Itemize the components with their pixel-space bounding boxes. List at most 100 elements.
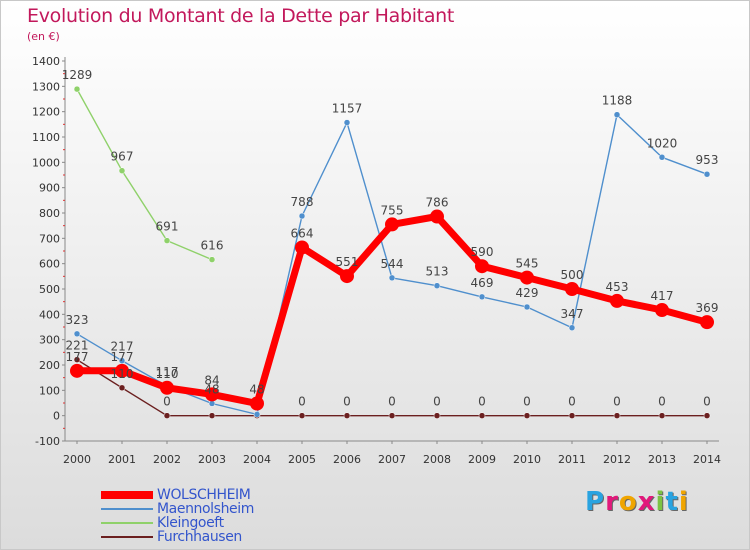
x-tick-label: 2008: [423, 453, 451, 466]
data-label-kleingoeft: 967: [111, 150, 134, 164]
y-tick-label: -100: [35, 435, 60, 448]
data-point-wolschheim: [655, 303, 669, 318]
data-label-maennolsheim: 1188: [602, 94, 633, 108]
data-point-maennolsheim: [343, 119, 351, 126]
data-label-maennolsheim: 1157: [332, 102, 363, 116]
data-point-furchhausen: [73, 356, 81, 363]
data-label-maennolsheim: 1020: [647, 136, 678, 150]
x-tick-label: 2000: [63, 453, 91, 466]
y-tick-label: 900: [39, 182, 60, 195]
data-label-maennolsheim: 544: [381, 257, 404, 271]
data-point-wolschheim: [700, 315, 714, 330]
y-tick-label: 200: [39, 359, 60, 372]
data-label-wolschheim: 545: [516, 257, 539, 271]
logo-letter: t: [665, 487, 679, 517]
data-point-furchhausen: [163, 412, 171, 419]
series-line-kleingoeft: [76, 88, 213, 261]
data-label-kleingoeft: 1289: [62, 68, 93, 82]
data-point-maennolsheim: [568, 324, 576, 332]
data-point-furchhausen: [658, 412, 666, 419]
data-point-furchhausen: [478, 412, 486, 419]
data-point-maennolsheim: [478, 293, 486, 301]
data-label-kleingoeft: 616: [201, 239, 224, 253]
data-label-wolschheim: 369: [696, 301, 719, 315]
legend-swatch-wolschheim: [101, 491, 153, 499]
chart-title: Evolution du Montant de la Dette par Hab…: [27, 5, 455, 27]
x-tick-label: 2006: [333, 453, 361, 466]
data-label-furchhausen: 0: [478, 395, 486, 409]
legend-label-furchhausen: Furchhausen: [157, 529, 242, 545]
y-tick-label: 1300: [32, 80, 60, 93]
data-point-wolschheim: [475, 259, 489, 274]
x-tick-label: 2002: [153, 453, 181, 466]
data-point-maennolsheim: [658, 154, 666, 161]
y-tick-label: 800: [39, 207, 60, 220]
x-tick-label: 2013: [648, 453, 676, 466]
x-tick-label: 2011: [558, 453, 586, 466]
data-label-kleingoeft: 691: [156, 220, 179, 234]
data-point-wolschheim: [295, 240, 309, 255]
x-tick-label: 2009: [468, 453, 496, 466]
data-label-wolschheim: 786: [426, 196, 449, 210]
y-tick-label: 1200: [32, 106, 60, 119]
x-tick-label: 2010: [513, 453, 541, 466]
chart-subtitle: (en €): [27, 30, 60, 43]
data-label-furchhausen: 0: [568, 395, 576, 409]
data-label-wolschheim: 500: [561, 268, 584, 282]
data-label-maennolsheim: 217: [111, 340, 134, 354]
data-label-wolschheim: 110: [156, 367, 179, 381]
data-point-furchhausen: [208, 412, 216, 419]
data-point-wolschheim: [610, 293, 624, 308]
legend-swatch-furchhausen: [101, 536, 153, 538]
y-tick-label: 600: [39, 258, 60, 271]
data-label-furchhausen: 0: [523, 395, 531, 409]
x-tick-label: 2005: [288, 453, 316, 466]
logo-letter: P: [585, 487, 606, 517]
legend-label-maennolsheim: Maennolsheim: [157, 501, 254, 517]
data-label-maennolsheim: 469: [471, 276, 494, 290]
data-point-maennolsheim: [298, 212, 306, 220]
data-point-furchhausen: [568, 412, 576, 419]
data-point-maennolsheim: [613, 111, 621, 118]
data-label-wolschheim: 755: [381, 203, 404, 217]
data-point-maennolsheim: [523, 303, 531, 311]
y-tick-label: 0: [53, 410, 60, 423]
data-label-furchhausen: 0: [658, 395, 666, 409]
data-label-maennolsheim: 429: [516, 286, 539, 300]
y-tick-label: 700: [39, 232, 60, 245]
data-point-maennolsheim: [73, 330, 81, 338]
y-tick-label: 1400: [32, 55, 60, 68]
data-point-furchhausen: [118, 384, 126, 392]
data-label-maennolsheim: 117: [156, 365, 179, 379]
legend-swatch-maennolsheim: [101, 508, 153, 510]
y-tick-label: 500: [39, 283, 60, 296]
data-point-kleingoeft: [208, 256, 216, 263]
data-label-maennolsheim: 953: [696, 153, 719, 167]
data-label-wolschheim: 48: [249, 383, 264, 397]
data-label-wolschheim: 453: [606, 280, 629, 294]
y-tick-label: 300: [39, 334, 60, 347]
data-label-wolschheim: 177: [111, 350, 134, 364]
data-label-furchhausen: 110: [111, 367, 134, 381]
data-label-furchhausen: 221: [66, 339, 89, 353]
data-point-maennolsheim: [208, 400, 216, 407]
data-point-furchhausen: [523, 412, 531, 419]
data-point-wolschheim: [115, 363, 129, 378]
data-label-wolschheim: 84: [204, 373, 219, 387]
data-label-wolschheim: 590: [471, 245, 494, 259]
data-point-wolschheim: [250, 396, 264, 411]
data-label-maennolsheim: 48: [204, 383, 219, 397]
y-tick-label: 400: [39, 308, 60, 321]
data-point-wolschheim: [70, 363, 84, 378]
data-point-furchhausen: [343, 412, 351, 419]
data-label-maennolsheim: 323: [66, 313, 89, 327]
data-label-furchhausen: 0: [613, 395, 621, 409]
x-tick-label: 2014: [693, 453, 721, 466]
data-point-wolschheim: [340, 269, 354, 284]
data-point-furchhausen: [433, 412, 441, 419]
logo-letter: o: [618, 487, 638, 517]
logo-letter: r: [605, 487, 619, 517]
data-point-furchhausen: [613, 412, 621, 419]
y-tick-label: 100: [39, 384, 60, 397]
